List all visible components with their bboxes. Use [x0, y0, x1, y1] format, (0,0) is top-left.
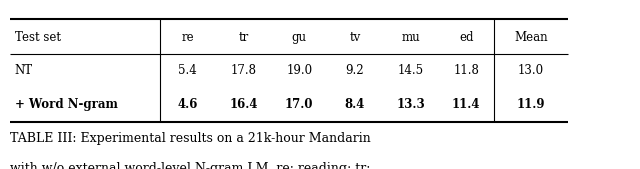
Text: 14.5: 14.5	[397, 65, 424, 77]
Text: 16.4: 16.4	[229, 98, 258, 111]
Text: 19.0: 19.0	[286, 65, 312, 77]
Text: NT: NT	[15, 65, 33, 77]
Text: tr: tr	[238, 31, 249, 44]
Text: 9.2: 9.2	[346, 65, 364, 77]
Text: gu: gu	[292, 31, 307, 44]
Text: 8.4: 8.4	[345, 98, 365, 111]
Text: with w/o external word-level N-gram LM. re: reading; tr:: with w/o external word-level N-gram LM. …	[10, 162, 370, 169]
Text: TABLE III: Experimental results on a 21k-hour Mandarin: TABLE III: Experimental results on a 21k…	[10, 132, 371, 145]
Text: 13.3: 13.3	[396, 98, 425, 111]
Text: Test set: Test set	[15, 31, 61, 44]
Text: 5.4: 5.4	[179, 65, 197, 77]
Text: 13.0: 13.0	[518, 65, 544, 77]
Text: 4.6: 4.6	[178, 98, 198, 111]
Text: 11.8: 11.8	[453, 65, 479, 77]
Text: re: re	[182, 31, 194, 44]
Text: ed: ed	[459, 31, 474, 44]
Text: mu: mu	[401, 31, 420, 44]
Text: + Word N-gram: + Word N-gram	[15, 98, 118, 111]
Text: 17.8: 17.8	[230, 65, 257, 77]
Text: 17.0: 17.0	[285, 98, 314, 111]
Text: 11.4: 11.4	[452, 98, 481, 111]
Text: Mean: Mean	[514, 31, 548, 44]
Text: 11.9: 11.9	[516, 98, 545, 111]
Text: tv: tv	[349, 31, 360, 44]
